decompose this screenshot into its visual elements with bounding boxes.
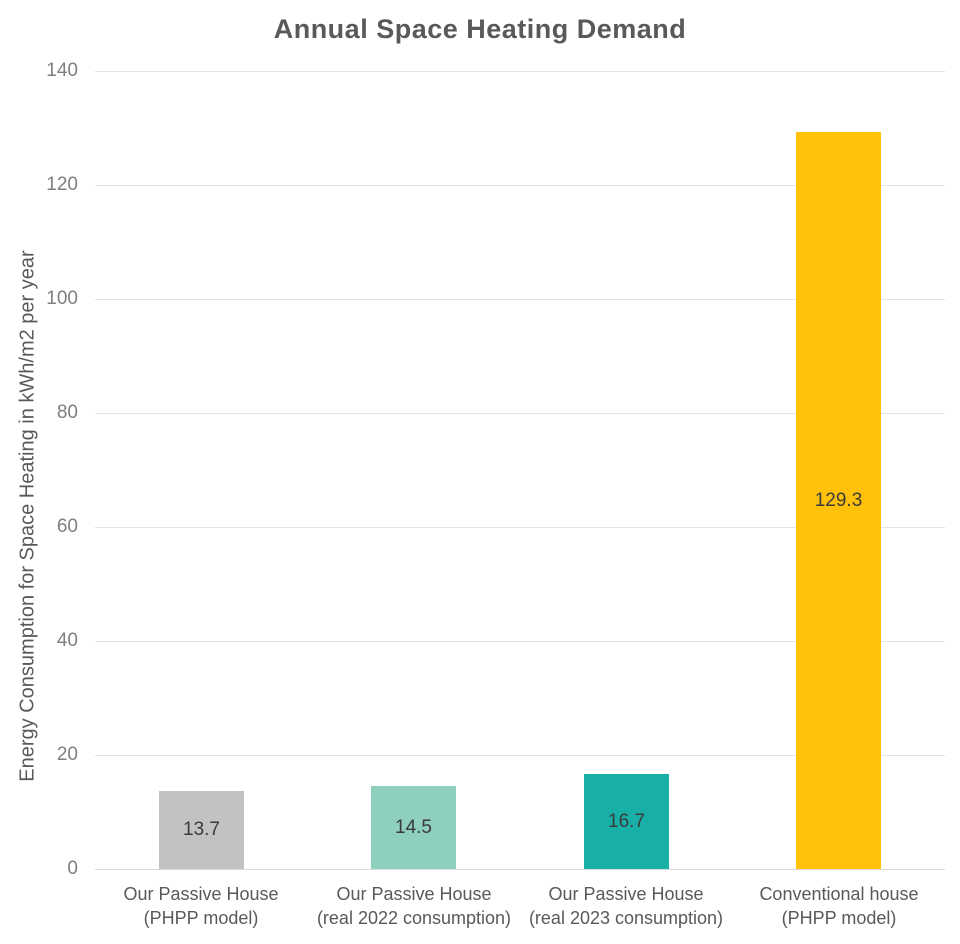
bar-passive-real-2023: 16.7 bbox=[584, 774, 669, 869]
y-tick-label: 20 bbox=[56, 744, 78, 765]
x-tick-label-passive-real-2022: Our Passive House (real 2022 consumption… bbox=[299, 882, 529, 930]
y-tick-label: 80 bbox=[56, 402, 78, 423]
bar-conventional-phpp: 129.3 bbox=[796, 132, 881, 869]
bar-value-label: 14.5 bbox=[395, 816, 432, 838]
y-gridline bbox=[95, 413, 945, 414]
x-tick-label-passive-phpp: Our Passive House (PHPP model) bbox=[86, 882, 316, 930]
y-tick-label: 120 bbox=[46, 174, 78, 195]
y-gridline bbox=[95, 527, 945, 528]
x-tick-line-1: Our Passive House bbox=[548, 884, 704, 904]
x-tick-line-1: Conventional house bbox=[759, 884, 919, 904]
y-axis-title: Energy Consumption for Space Heating in … bbox=[16, 250, 39, 782]
y-tick-label: 0 bbox=[67, 858, 78, 879]
y-gridline bbox=[95, 185, 945, 186]
x-tick-label-conventional-phpp: Conventional house (PHPP model) bbox=[724, 882, 954, 930]
y-gridline bbox=[95, 755, 945, 756]
x-tick-line-2: (PHPP model) bbox=[781, 908, 897, 928]
y-gridline bbox=[95, 641, 945, 642]
bar-value-label: 13.7 bbox=[183, 819, 220, 840]
y-tick-label: 140 bbox=[46, 60, 78, 81]
bar-value-label: 16.7 bbox=[608, 810, 645, 832]
y-gridline bbox=[95, 71, 945, 72]
y-tick-label: 40 bbox=[56, 630, 78, 651]
y-tick-label: 100 bbox=[46, 288, 78, 309]
x-tick-line-1: Our Passive House bbox=[123, 884, 279, 904]
x-axis-baseline bbox=[95, 869, 945, 870]
bar-passive-phpp: 13.7 bbox=[159, 791, 244, 869]
x-tick-line-2: (PHPP model) bbox=[143, 908, 259, 928]
x-tick-line-2: (real 2022 consumption) bbox=[316, 908, 512, 928]
x-tick-label-passive-real-2023: Our Passive House (real 2023 consumption… bbox=[511, 882, 741, 930]
x-tick-line-1: Our Passive House bbox=[336, 884, 492, 904]
bar-passive-real-2022: 14.5 bbox=[371, 786, 456, 869]
y-gridline bbox=[95, 299, 945, 300]
x-tick-line-2: (real 2023 consumption) bbox=[528, 908, 724, 928]
y-tick-label: 60 bbox=[56, 516, 78, 537]
chart-title: Annual Space Heating Demand bbox=[273, 14, 687, 44]
bar-value-label: 129.3 bbox=[814, 489, 863, 511]
